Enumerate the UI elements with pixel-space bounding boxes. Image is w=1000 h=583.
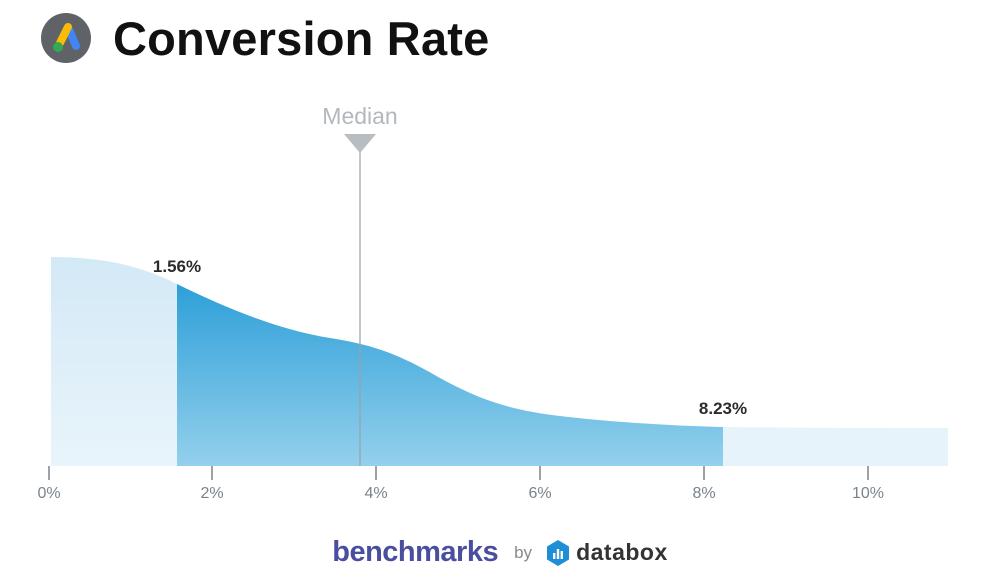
header: Conversion Rate bbox=[41, 11, 490, 65]
footer-branding: benchmarks by databox bbox=[0, 536, 1000, 569]
databox-icon bbox=[547, 539, 570, 566]
median-marker-icon bbox=[344, 134, 376, 153]
x-tick-label: 10% bbox=[852, 485, 884, 502]
lower-bound-label: 1.56% bbox=[153, 257, 201, 276]
databox-label: databox bbox=[576, 539, 668, 565]
by-text: by bbox=[514, 542, 533, 562]
left-tail-area bbox=[51, 257, 177, 466]
x-tick-label: 8% bbox=[692, 485, 715, 502]
right-tail-area bbox=[723, 427, 948, 466]
median-label: Median bbox=[322, 103, 397, 129]
x-tick-label: 6% bbox=[528, 485, 551, 502]
chart-title: Conversion Rate bbox=[113, 11, 490, 65]
benchmarks-brand: benchmarks bbox=[332, 536, 499, 568]
x-axis bbox=[48, 466, 869, 480]
databox-brand: databox bbox=[546, 539, 668, 566]
google-ads-icon bbox=[41, 13, 91, 63]
x-tick-label: 4% bbox=[364, 485, 387, 502]
x-tick-label: 0% bbox=[37, 485, 60, 502]
upper-bound-label: 8.23% bbox=[699, 399, 747, 418]
highlighted-range-area bbox=[177, 284, 723, 466]
x-tick-label: 2% bbox=[200, 485, 223, 502]
